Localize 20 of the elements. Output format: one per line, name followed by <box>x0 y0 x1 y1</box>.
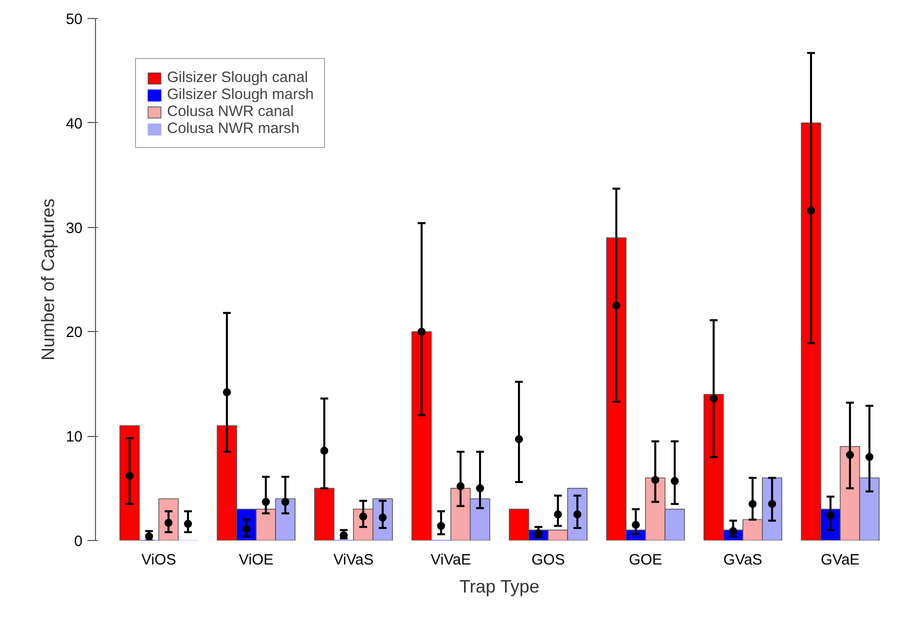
legend-label: Gilsizer Slough canal <box>167 69 308 86</box>
x-tick-label: ViOS <box>141 552 176 568</box>
y-tick-label: 50 <box>66 11 83 28</box>
y-tick-label: 10 <box>66 428 83 446</box>
x-axis-title: Trap Type <box>459 576 540 596</box>
x-tick-label: ViOE <box>238 552 274 568</box>
legend-label: Colusa NWR canal <box>167 103 294 120</box>
x-tick-label: ViVaE <box>430 552 471 568</box>
y-axis-title: Number of Captures <box>38 198 58 361</box>
x-tick-label: GVaS <box>723 552 762 568</box>
x-tick-label: GVaE <box>820 552 860 568</box>
y-tick-label: 0 <box>74 533 82 550</box>
y-tick-label: 30 <box>66 220 83 237</box>
legend-label: Gilsizer Slough marsh <box>167 86 314 103</box>
y-tick-label: 40 <box>66 115 83 132</box>
y-tick-label: 20 <box>66 324 83 342</box>
x-tick-label: GOE <box>628 552 662 568</box>
legend-label: Colusa NWR marsh <box>167 120 300 137</box>
x-tick-label: ViVaS <box>333 552 374 568</box>
x-tick-label: GOS <box>532 552 565 568</box>
